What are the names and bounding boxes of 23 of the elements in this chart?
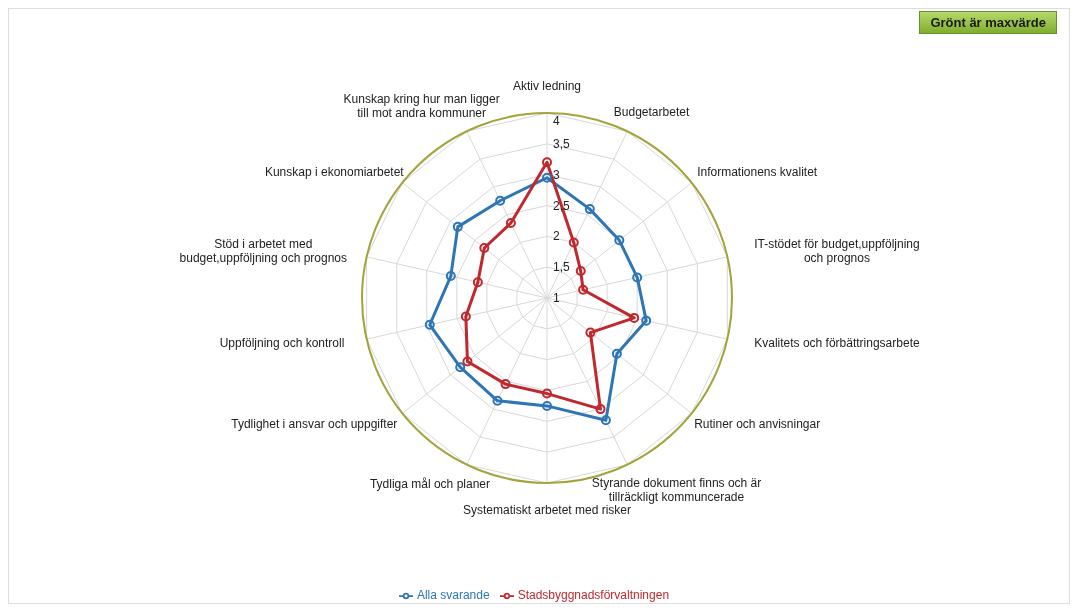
legend-label: Stadsbyggnadsförvaltningen [517, 588, 670, 603]
y-tick-label: 4 [553, 114, 560, 128]
y-tick-label: 1,5 [553, 260, 571, 275]
spoke-label: Uppföljning och kontroll [219, 335, 345, 350]
y-tick-label: 3,5 [553, 136, 571, 151]
spoke-label: Tydliga mål och planer [369, 476, 490, 491]
spoke-label: Systematiskt arbetet med risker [462, 503, 632, 517]
spoke-label: Kunskap kring hur man ligger till mot andra kommuner [343, 91, 500, 120]
y-tick-label: 2 [553, 229, 560, 244]
spoke-label: Stöd i arbetet med budget,uppföljning och prognos [179, 237, 348, 266]
spoke-label: Aktiv ledning [512, 79, 582, 93]
spoke-label: Styrande dokument finns och är tillräckligt kommuncerade [591, 476, 762, 505]
legend-label: Alla svarande [416, 588, 490, 603]
spoke-label: IT-stödet för budget,uppföljning och prognos [754, 237, 920, 266]
spoke-label: Kvalitets och förbättringsarbete [754, 335, 920, 350]
text: Grönt är maxvärde [919, 11, 1057, 34]
spoke-label: Tydlighet i ansvar och uppgifter [231, 417, 398, 432]
y-tick-label: 3 [553, 167, 560, 182]
spoke-label: Budgetarbetet [613, 105, 690, 120]
spoke-label: Informationens kvalitet [697, 164, 818, 179]
spoke-label: Kunskap i ekonomiarbetet [264, 164, 405, 179]
y-tick-label: 1 [553, 291, 560, 305]
spoke-label: Rutiner och anvisningar [694, 417, 821, 432]
